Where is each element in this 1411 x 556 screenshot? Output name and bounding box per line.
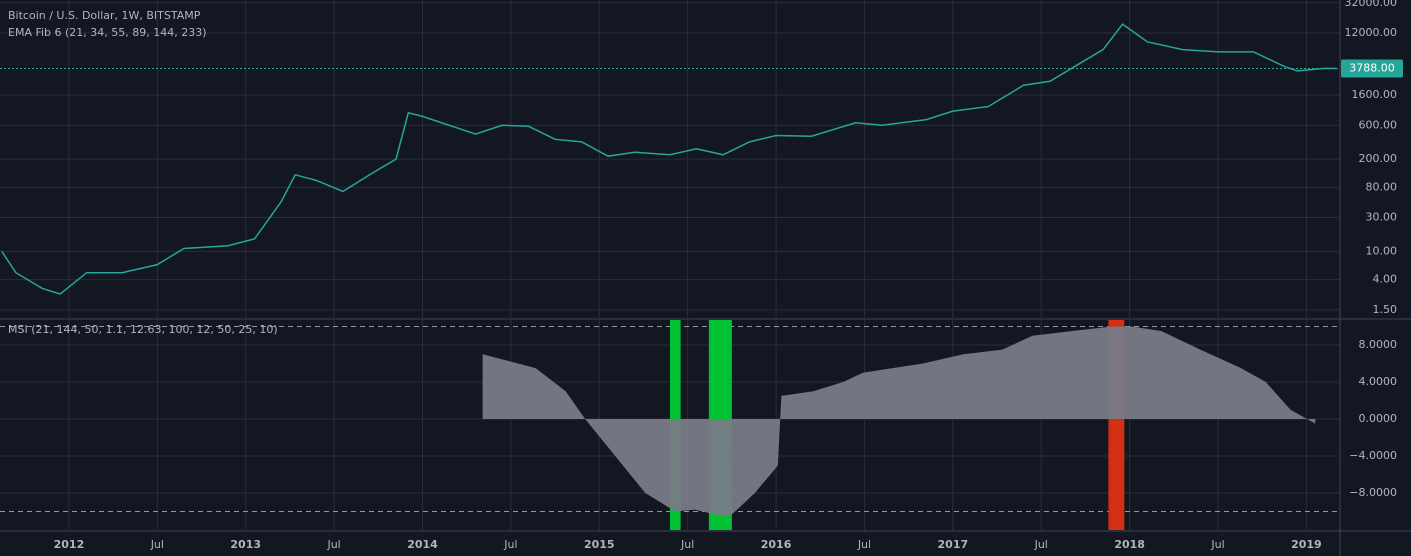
y-tick-label: 200.00 (1359, 152, 1398, 165)
y-tick-label: 4.0000 (1359, 375, 1398, 388)
x-tick-label: Jul (1034, 538, 1048, 551)
x-tick-label: 2019 (1291, 538, 1322, 551)
x-tick-label: 2017 (938, 538, 969, 551)
price-line (1, 23, 1337, 295)
y-tick-label: 4.00 (1373, 273, 1398, 286)
x-tick-label: Jul (150, 538, 164, 551)
y-tick-label: 30.00 (1366, 211, 1398, 224)
x-tick-label: 2014 (407, 538, 438, 551)
x-tick-label: Jul (326, 538, 340, 551)
x-tick-label: 2015 (584, 538, 615, 551)
x-tick-label: 2016 (761, 538, 792, 551)
x-tick-label: Jul (503, 538, 517, 551)
x-tick-label: 2012 (54, 538, 85, 551)
y-tick-label: 1.50 (1373, 303, 1398, 316)
y-tick-label: 600.00 (1359, 118, 1398, 131)
y-tick-label: 10.00 (1366, 244, 1398, 257)
last-price-box (1341, 59, 1403, 78)
chart-title: Bitcoin / U.S. Dollar, 1W, BITSTAMP (8, 9, 201, 22)
x-tick-label: Jul (1210, 538, 1224, 551)
y-tick-label: 32000.00 (1345, 0, 1398, 9)
indicator-title: EMA Fib 6 (21, 34, 55, 89, 144, 233) (8, 26, 207, 39)
x-tick-label: Jul (680, 538, 694, 551)
y-tick-label: 80.00 (1366, 180, 1398, 193)
indicator-title: MSI (21, 144, 50, 1.1, 12.63, 100, 12, 5… (8, 323, 278, 336)
y-tick-label: 8.0000 (1359, 338, 1398, 351)
y-tick-label: −4.0000 (1349, 449, 1397, 462)
msi-area (482, 326, 1316, 517)
marks (0, 23, 1340, 530)
x-tick-label: 2013 (230, 538, 261, 551)
last-price-label: 3788.00 (1349, 61, 1395, 74)
y-tick-label: 1600.00 (1352, 88, 1398, 101)
x-tick-label: Jul (857, 538, 871, 551)
y-tick-label: −8.0000 (1349, 486, 1397, 499)
y-tick-label: 0.0000 (1359, 412, 1398, 425)
x-tick-label: 2018 (1114, 538, 1145, 551)
y-tick-label: 12000.00 (1345, 26, 1398, 39)
